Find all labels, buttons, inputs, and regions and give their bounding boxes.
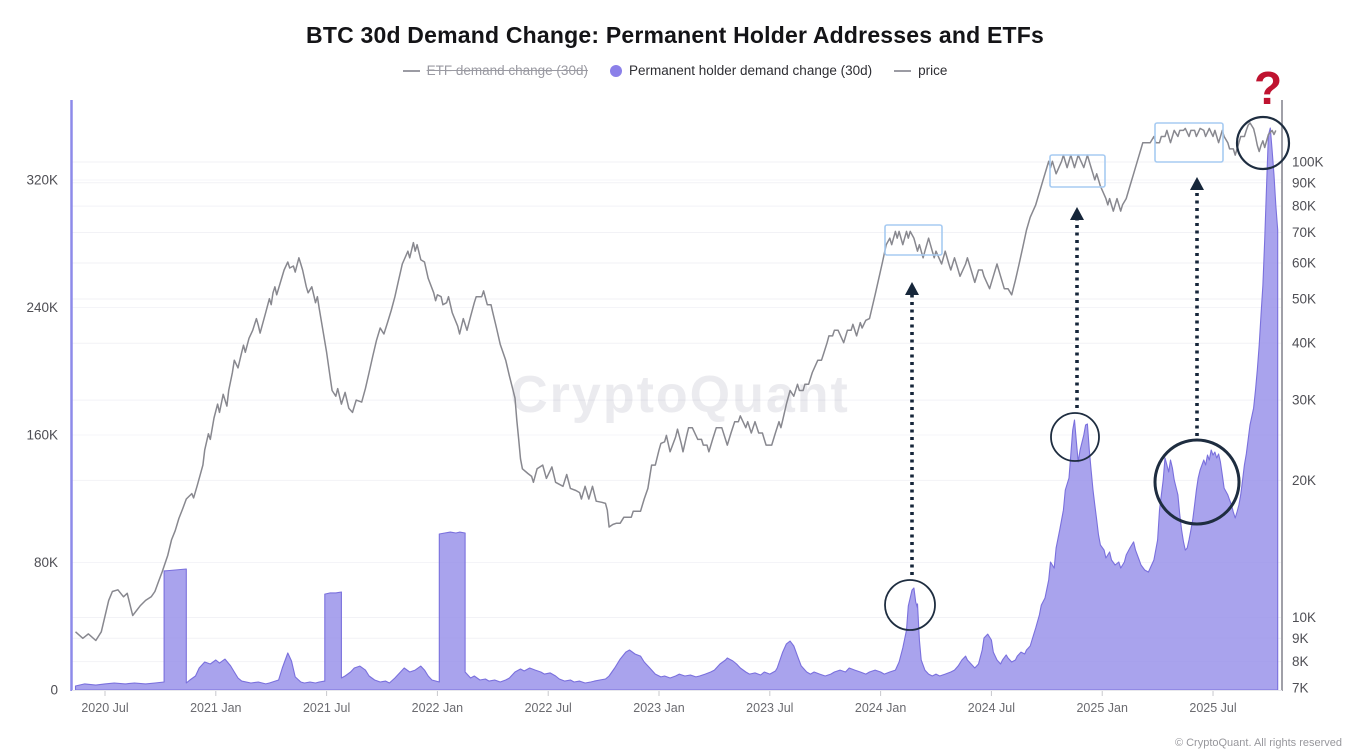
annotation-arrowhead-icon [1190,177,1204,190]
annotation-circle [1153,438,1241,526]
annotation-circle [1050,412,1100,462]
legend-item-etf-demand[interactable]: ETF demand change (30d) [402,63,588,78]
right-axis-label: 50K [1292,292,1316,307]
chart-title: BTC 30d Demand Change: Permanent Holder … [306,22,1044,48]
x-axis-label: 2022 Jul [525,701,572,715]
right-axis-label: 20K [1292,473,1316,488]
right-axis-label: 40K [1292,336,1316,351]
chart-legend: ETF demand change (30d) Permanent holder… [0,63,1350,78]
annotation-arrowhead-icon [905,282,919,295]
right-axis-label: 80K [1292,199,1316,214]
right-axis-label: 30K [1292,393,1316,408]
right-axis-label: 100K [1292,154,1324,169]
left-axis-label: 240K [26,300,58,315]
demand-area-series [74,127,1279,691]
x-axis-label: 2025 Jan [1076,701,1127,715]
right-axis-label: 10K [1292,610,1316,625]
price-line-series [75,122,1277,642]
right-axis-label: 90K [1292,175,1316,190]
annotation-arrowhead-icon [1070,207,1084,220]
left-axis-label: 0 [50,683,58,698]
x-axis-label: 2025 Jul [1189,701,1236,715]
legend-item-permanent-holder-demand[interactable]: Permanent holder demand change (30d) [609,63,872,78]
x-axis-label: 2024 Jan [855,701,906,715]
left-axis-label: 80K [34,555,58,570]
annotation-highlight-rect [1154,122,1224,163]
right-axis-label: 9K [1292,631,1309,646]
annotation-highlight-rect [1049,154,1106,188]
right-axis-label: 60K [1292,255,1316,270]
x-axis-label: 2020 Jul [81,701,128,715]
left-axis-label: 320K [26,173,58,188]
question-mark-icon: ? [1254,62,1282,114]
legend-item-price[interactable]: price [894,63,947,78]
right-axis-label: 7K [1292,681,1309,696]
x-axis-label: 2022 Jan [412,701,463,715]
annotation-highlight-rect [884,224,943,256]
annotation-circle [1235,115,1291,171]
copyright-text: © CryptoQuant. All rights reserved [1174,737,1342,749]
right-axis-label: 8K [1292,654,1309,669]
x-axis-label: 2021 Jan [190,701,241,715]
annotation-circle [884,579,936,631]
left-axis-label: 160K [26,428,58,443]
x-axis-label: 2023 Jan [633,701,684,715]
dot-marker-icon [609,64,622,77]
x-axis-label: 2023 Jul [746,701,793,715]
x-axis-label: 2021 Jul [303,701,350,715]
line-marker-icon [894,69,912,72]
watermark-text: CryptoQuant [510,366,850,424]
line-marker-icon [402,69,420,72]
x-axis-label: 2024 Jul [968,701,1015,715]
right-axis-label: 70K [1292,225,1316,240]
